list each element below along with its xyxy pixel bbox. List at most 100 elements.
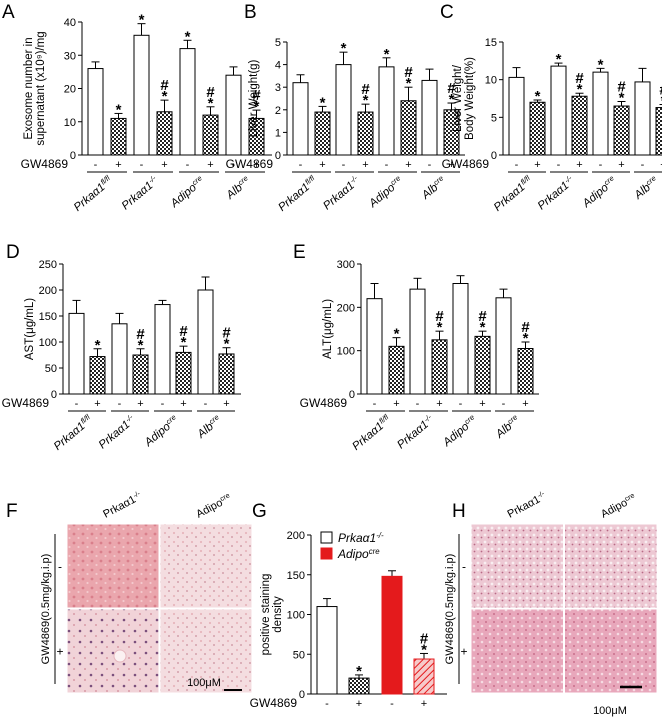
row-sign: -	[58, 560, 62, 574]
bar	[366, 298, 383, 395]
treatment-sign: +	[534, 159, 540, 171]
treatment-sign: -	[75, 398, 79, 410]
significance-hash: #	[447, 80, 456, 97]
y-tick-label: 20	[64, 84, 76, 96]
significance-star: *	[181, 334, 187, 351]
row-sign: -	[462, 560, 466, 574]
treatment-sign: +	[421, 698, 427, 710]
bar	[156, 111, 173, 156]
treatment-sign: +	[362, 159, 368, 171]
bar	[452, 283, 469, 395]
scale-label: 100μM	[593, 705, 627, 717]
significance-star: *	[208, 95, 214, 112]
vessel-shape	[113, 649, 127, 663]
treatment-sign: -	[140, 159, 144, 171]
treatment-sign: +	[356, 698, 362, 710]
significance-hash: #	[478, 308, 487, 325]
bar	[421, 79, 438, 156]
y-axis-label: AST(μg/mL)	[24, 298, 36, 360]
significance-hash: #	[617, 79, 626, 96]
significance-star: *	[556, 51, 562, 68]
panel-letter-H: H	[452, 501, 466, 522]
treatment-sign: +	[618, 159, 624, 171]
significance-star: *	[384, 46, 390, 63]
panel-letter-C: C	[440, 2, 454, 23]
bar	[197, 289, 214, 395]
bar	[111, 323, 128, 395]
bar	[218, 353, 235, 395]
y-tick-label: 0	[491, 150, 497, 162]
significance-star: *	[138, 337, 144, 354]
y-axis-label: ALT(μg/mL)	[322, 299, 334, 359]
bar	[292, 82, 309, 156]
treatment-label: GW4869	[250, 696, 298, 710]
significance-star: *	[116, 101, 122, 118]
panel-A: 0 10 20 30 40 Exosome number in supernatant (x…	[21, 12, 272, 214]
bar	[634, 81, 651, 156]
group-label: Albcre	[193, 413, 223, 442]
ihc-tile	[159, 523, 253, 609]
treatment-sign: -	[385, 159, 389, 171]
treatment-sign: +	[479, 398, 485, 410]
treatment-sign: +	[522, 398, 528, 410]
treatment-sign: +	[137, 398, 143, 410]
treatment-sign: +	[393, 398, 399, 410]
group-label: Adipocre	[579, 174, 619, 211]
significance-star: *	[535, 88, 541, 105]
treatment-sign: +	[660, 159, 662, 171]
group-label: Adipocre	[439, 413, 479, 450]
panel-letter-E: E	[293, 242, 306, 263]
significance-hash: #	[361, 81, 370, 98]
significance-star: *	[437, 319, 443, 336]
panel-letter-B: B	[244, 2, 257, 23]
significance-star: *	[661, 93, 662, 110]
treatment-sign: -	[416, 398, 420, 410]
treatment-sign: +	[207, 159, 213, 171]
bar	[495, 297, 512, 395]
treatment-sign: +	[448, 159, 454, 171]
treatment-sign: +	[115, 159, 121, 171]
row-sign: +	[56, 645, 63, 659]
y-tick-label: 10	[64, 117, 76, 129]
significance-star: *	[577, 81, 583, 98]
y-tick-label: 100	[287, 610, 305, 622]
y-tick-label: 250	[39, 259, 57, 271]
treatment-sign: +	[180, 398, 186, 410]
bar	[335, 64, 352, 156]
bar	[68, 312, 85, 395]
treatment-sign: -	[186, 159, 190, 171]
he-tile	[470, 608, 564, 694]
bar	[508, 76, 525, 156]
significance-star: *	[341, 40, 347, 57]
significance-hash: #	[659, 82, 662, 99]
bar	[443, 109, 460, 156]
treatment-sign: -	[325, 698, 329, 710]
bar	[409, 288, 426, 395]
treatment-sign: -	[232, 159, 236, 171]
group-label: Prkaα1fl/fl	[491, 173, 536, 214]
y-axis-label: Liver Weight/	[452, 64, 464, 132]
bar	[248, 117, 265, 156]
significance-hash: #	[435, 308, 444, 325]
bar	[381, 575, 403, 695]
treatment-sign: +	[436, 398, 442, 410]
significance-star: *	[185, 28, 191, 45]
treatment-sign: -	[94, 159, 98, 171]
significance-star: *	[406, 75, 412, 92]
group-label: Prkaα1fl/fl	[349, 412, 394, 453]
significance-star: *	[421, 641, 427, 658]
treatment-sign: +	[161, 159, 167, 171]
ihc-tile	[66, 523, 160, 609]
bar	[154, 304, 171, 395]
treatment-sign: +	[223, 398, 229, 410]
significance-hash: #	[521, 319, 530, 336]
legend-swatch-red	[320, 547, 333, 560]
bar	[348, 677, 370, 695]
y-tick-label: 10	[485, 75, 497, 87]
group-label: Prkaα1-/-	[118, 173, 161, 212]
group-label: Prkaα1-/-	[95, 412, 138, 451]
y-tick-label: 30	[64, 50, 76, 62]
side-label: GW4869(0.5mg/kg.i.p)	[444, 554, 456, 665]
